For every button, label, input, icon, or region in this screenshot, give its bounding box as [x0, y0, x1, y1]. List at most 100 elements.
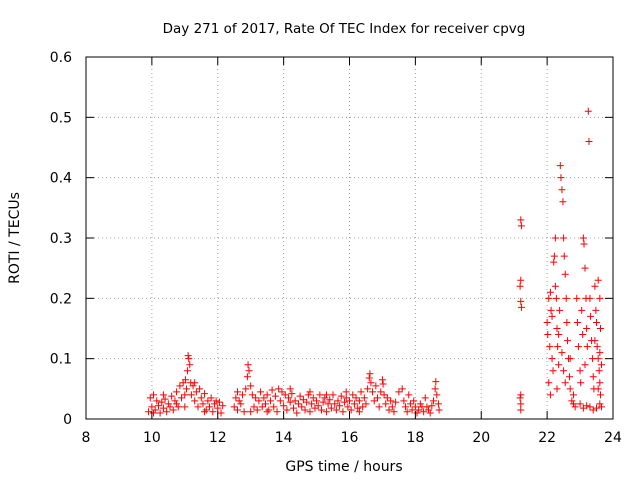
data-point: [551, 234, 559, 242]
data-point: [250, 403, 258, 411]
data-point: [354, 404, 362, 412]
data-point: [583, 325, 591, 332]
data-point: [212, 397, 220, 405]
data-point: [586, 403, 594, 411]
data-point: [296, 392, 304, 400]
data-point: [573, 294, 581, 302]
data-point: [421, 394, 429, 402]
data-point: [548, 355, 556, 363]
data-point: [596, 325, 604, 332]
data-point: [314, 402, 322, 410]
x-axis-title: GPS time / hours: [285, 459, 402, 475]
data-point: [189, 382, 197, 390]
data-point: [551, 282, 559, 290]
data-point: [357, 388, 365, 396]
data-point: [319, 398, 327, 406]
data-point: [187, 391, 195, 399]
data-point: [209, 408, 217, 416]
data-point: [578, 306, 586, 314]
data-point: [308, 400, 316, 408]
data-point: [280, 402, 288, 410]
y-tick-label: 0: [63, 412, 72, 428]
data-point: [589, 373, 597, 381]
data-point: [286, 398, 294, 406]
data-point: [240, 408, 248, 416]
data-point: [334, 397, 342, 405]
data-point: [403, 408, 411, 416]
data-point: [341, 398, 349, 406]
data-point: [245, 367, 253, 375]
data-point: [596, 400, 604, 408]
data-point: [431, 385, 439, 393]
x-tick-label: 22: [538, 430, 556, 446]
data-point: [215, 398, 223, 406]
data-point: [364, 385, 372, 393]
data-point: [166, 403, 174, 411]
data-point: [171, 397, 179, 405]
data-point: [545, 294, 553, 302]
data-point: [388, 403, 396, 411]
data-point: [268, 386, 276, 394]
data-point: [589, 406, 597, 414]
data-point: [581, 264, 589, 272]
data-point: [395, 388, 403, 396]
data-point: [313, 397, 321, 405]
data-point: [516, 282, 524, 290]
data-point: [260, 394, 268, 402]
data-point: [366, 370, 374, 378]
data-point: [173, 400, 181, 408]
data-point: [560, 234, 568, 242]
data-point: [322, 391, 330, 399]
data-point: [202, 406, 210, 414]
data-point: [569, 400, 577, 408]
data-point: [576, 367, 584, 375]
data-point: [380, 391, 388, 399]
data-point: [192, 388, 200, 396]
data-point: [560, 367, 568, 375]
data-point: [230, 403, 238, 411]
x-tick-label: 24: [604, 430, 622, 446]
data-point: [329, 391, 337, 399]
data-point: [549, 367, 557, 375]
data-point: [375, 403, 383, 411]
data-point: [426, 409, 434, 417]
data-point: [433, 391, 441, 399]
data-point: [288, 390, 296, 398]
data-point: [339, 408, 347, 416]
data-point: [154, 402, 162, 410]
data-point: [583, 402, 591, 410]
data-point: [309, 394, 317, 402]
data-point: [350, 400, 358, 408]
data-point: [360, 394, 368, 402]
axis-ticks: [85, 56, 614, 420]
data-point: [242, 385, 250, 393]
data-point: [181, 403, 189, 411]
data-point: [560, 252, 568, 260]
data-point: [564, 337, 572, 345]
data-point: [326, 396, 334, 404]
data-point: [355, 408, 363, 416]
data-point: [557, 174, 565, 182]
data-point: [596, 349, 604, 357]
data-point: [217, 409, 225, 417]
data-point: [174, 403, 182, 411]
data-point: [369, 388, 377, 396]
data-point: [579, 331, 587, 339]
y-tick-label: 0.5: [50, 110, 72, 126]
x-tick-label: 20: [472, 430, 490, 446]
data-point: [373, 394, 381, 402]
data-point: [517, 391, 525, 399]
data-point: [555, 331, 563, 339]
data-point: [550, 252, 558, 260]
data-point: [566, 385, 574, 393]
data-point: [291, 397, 299, 405]
y-tick-label: 0.4: [50, 171, 72, 187]
data-point: [562, 294, 570, 302]
data-point: [247, 408, 255, 416]
data-point: [306, 408, 314, 416]
data-point: [281, 391, 289, 399]
data-point: [182, 385, 190, 393]
data-point: [594, 355, 602, 363]
data-point: [595, 367, 603, 375]
data-point: [247, 382, 255, 390]
